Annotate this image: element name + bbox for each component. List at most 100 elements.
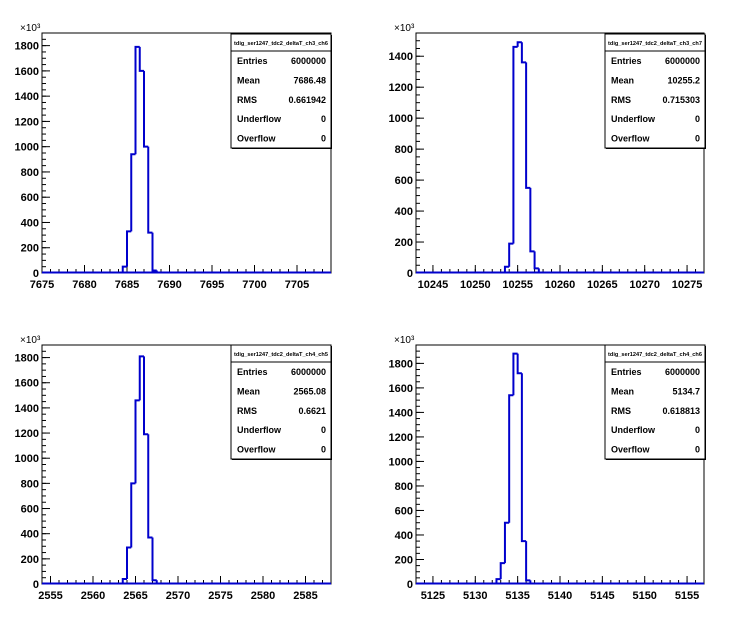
x-tick-label: 2575 (208, 590, 232, 602)
y-tick-label: 1800 (15, 353, 39, 365)
x-tick-label: 10270 (629, 279, 660, 291)
y-tick-label: 1800 (15, 41, 39, 53)
y-tick-label: 1600 (15, 66, 39, 78)
x-tick-label: 7695 (200, 279, 224, 291)
x-tick-label: 5155 (675, 590, 699, 602)
y-tick-label: 1400 (389, 51, 413, 63)
histogram-bin (151, 537, 157, 582)
x-tick-label: 2565 (123, 590, 147, 602)
histogram-bin (508, 242, 514, 267)
stats-label: Underflow (611, 425, 656, 435)
histogram-bin (130, 482, 136, 548)
histogram-bin (126, 230, 132, 267)
histogram-bin (512, 352, 518, 396)
histogram-bin (508, 394, 514, 523)
stats-value: 6000000 (291, 367, 326, 377)
x-tick-label: 10265 (587, 279, 618, 291)
histogram-bin (134, 399, 140, 484)
stats-title: tdig_ser1247_tdc2_deltaT_ch4_ch6 (608, 352, 702, 358)
x-tick-label: 10250 (460, 279, 491, 291)
stats-label: Overflow (611, 134, 651, 144)
stats-label: Underflow (611, 114, 656, 124)
y-tick-label: 1000 (389, 456, 413, 468)
stats-label: Entries (611, 367, 642, 377)
stats-label: Mean (237, 75, 260, 85)
stats-box (230, 344, 332, 460)
y-tick-label: 600 (21, 504, 39, 516)
y-tick-label: 800 (395, 481, 413, 493)
histogram-bin (138, 46, 144, 72)
stats-value: 0 (321, 134, 326, 144)
stats-label: Entries (611, 56, 642, 66)
stats-value: 7686.48 (293, 75, 326, 85)
pad-3: 0 200 400 600 800 1000 1200 1400 1600 1800 2555 256… (15, 335, 332, 602)
y-tick-label: 800 (395, 144, 413, 156)
y-tick-label: 1000 (15, 142, 39, 154)
y-tick-label: 0 (33, 268, 39, 280)
y-tick-label: 400 (395, 530, 413, 542)
stats-value: 6000000 (291, 56, 326, 66)
y-tick-label: 1400 (15, 91, 39, 103)
pad-4: 0 200 400 600 800 1000 1200 1400 1600 1800 5125 513… (389, 335, 706, 602)
y-tick-label: 0 (407, 579, 413, 591)
stats-value: 5134.7 (672, 386, 700, 396)
histogram-bin (520, 42, 527, 64)
pad-2: 0 200 400 600 800 1000 1200 1400 10245 10250 10255… (389, 23, 706, 291)
stats-label: Overflow (611, 445, 651, 455)
exponent-label: ×10³ (394, 335, 415, 346)
stats-value: 0 (321, 445, 326, 455)
stats-box (604, 33, 706, 149)
histogram-bin (516, 41, 522, 47)
histogram-bin (503, 265, 510, 273)
x-tick-label: 10260 (545, 279, 576, 291)
exponent-label: ×10³ (20, 23, 41, 34)
histogram-bin (495, 578, 501, 584)
stats-value: 0 (695, 425, 700, 435)
y-tick-label: 0 (407, 268, 413, 280)
stats-value: 0.661942 (288, 95, 326, 105)
histogram-bin (512, 45, 518, 244)
histogram-bin (134, 45, 140, 155)
x-tick-label: 7705 (285, 279, 309, 291)
stats-value: 0.715303 (662, 95, 700, 105)
stats-label: RMS (611, 406, 631, 416)
stats-label: Mean (611, 75, 634, 85)
y-tick-label: 1200 (389, 82, 413, 94)
histogram-bin (143, 70, 149, 148)
histogram-bin (130, 153, 136, 232)
stats-value: 0 (695, 114, 700, 124)
x-tick-label: 5145 (590, 590, 614, 602)
y-tick-label: 1200 (389, 432, 413, 444)
x-tick-label: 5140 (548, 590, 572, 602)
x-tick-label: 2555 (38, 590, 62, 602)
histogram-bin (520, 373, 527, 543)
x-tick-label: 7700 (242, 279, 266, 291)
histogram-bin (126, 546, 132, 579)
stats-label: RMS (237, 95, 257, 105)
x-tick-label: 2570 (166, 590, 190, 602)
y-tick-label: 400 (395, 206, 413, 218)
stats-label: Overflow (237, 445, 277, 455)
y-tick-label: 200 (21, 554, 39, 566)
x-tick-label: 5135 (505, 590, 529, 602)
stats-title: tdig_ser1247_tdc2_deltaT_ch3_ch6 (234, 41, 328, 47)
stats-value: 0.618813 (662, 406, 700, 416)
x-tick-label: 10255 (502, 279, 533, 291)
stats-label: Underflow (237, 114, 282, 124)
stats-value: 2565.08 (293, 386, 326, 396)
y-tick-label: 200 (395, 554, 413, 566)
stats-value: 0 (695, 134, 700, 144)
x-tick-label: 2580 (251, 590, 275, 602)
y-tick-label: 1800 (389, 358, 413, 370)
y-tick-label: 1000 (15, 453, 39, 465)
y-tick-label: 1600 (389, 383, 413, 395)
x-tick-label: 7685 (115, 279, 139, 291)
histogram-bin (529, 187, 535, 253)
x-tick-label: 5130 (463, 590, 487, 602)
y-tick-label: 400 (21, 529, 39, 541)
y-tick-label: 1600 (15, 378, 39, 390)
histogram-bin (525, 62, 531, 189)
pad-1: 0 200 400 600 800 1000 1200 1400 1600 1800 7675 768… (15, 23, 332, 291)
y-tick-label: 1400 (15, 403, 39, 415)
